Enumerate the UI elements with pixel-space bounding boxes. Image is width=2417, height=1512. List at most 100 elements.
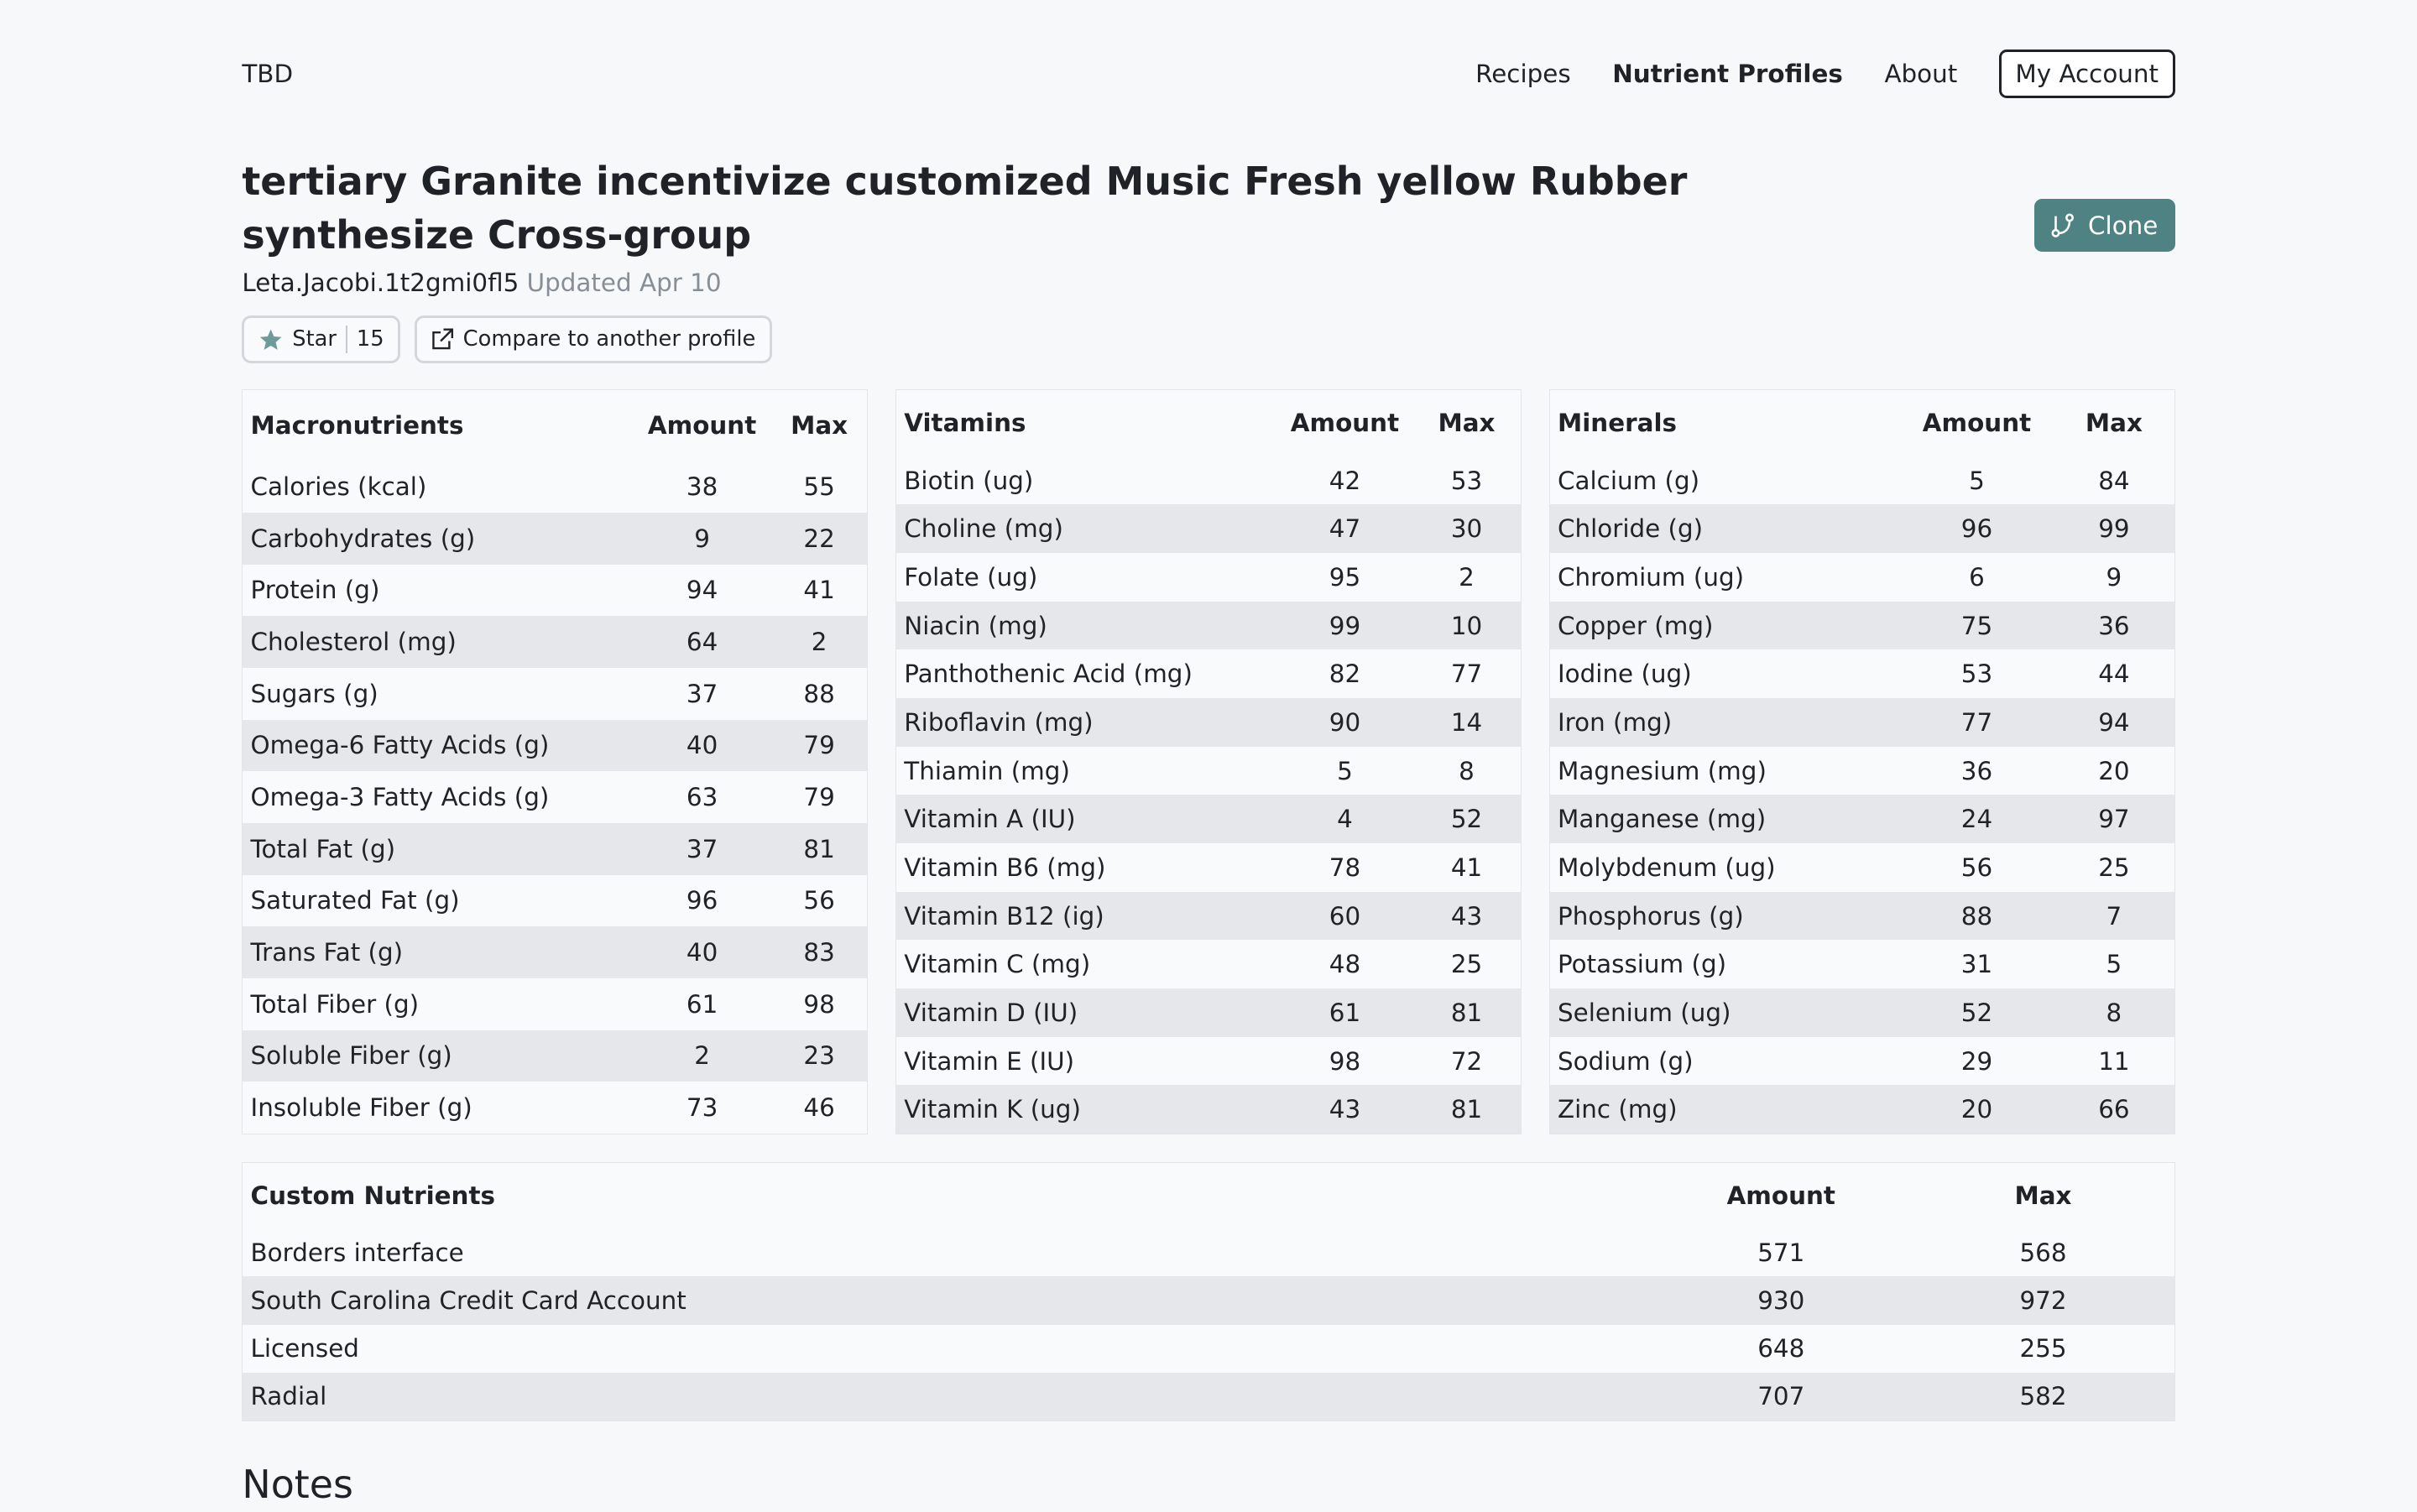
table-row: Chromium (ug) 6 9: [1549, 553, 2174, 602]
amount-cell: 31: [1960, 950, 1993, 979]
amount-cell: 20: [1960, 1094, 1993, 1124]
table-row: Copper (mg) 75 36: [1549, 601, 2175, 650]
max-cell: 36: [2098, 611, 2130, 640]
amount-cell: 63: [686, 783, 718, 812]
amount-cell: 61: [686, 989, 718, 1019]
amount-cell: 53: [1960, 660, 1993, 689]
table-row: Radial 707 582: [242, 1372, 2175, 1421]
nav-nutrient-profiles[interactable]: Nutrient Profiles: [1612, 60, 1843, 89]
nav-about[interactable]: About: [1884, 60, 1958, 89]
max-cell: 8: [1459, 756, 1475, 785]
amount-cell: 82: [1329, 660, 1361, 689]
max-cell: 25: [1450, 950, 1483, 979]
nav-recipes[interactable]: Recipes: [1475, 60, 1571, 89]
table-row: Chloride (g) 96 99: [1549, 504, 2175, 554]
header-row: Custom Nutrients Amount Max: [243, 1162, 2174, 1228]
max-cell: 7: [2106, 901, 2122, 931]
amount-cell: 78: [1329, 852, 1361, 882]
nutrient-name: Vitamin K (ug): [904, 1094, 1081, 1124]
header-row: Vitamins Amount Max: [896, 390, 1522, 456]
amount-cell: 95: [1329, 562, 1361, 592]
column-header: Max: [2014, 1181, 2072, 1210]
nutrient-name: Carbohydrates (g): [250, 524, 476, 553]
max-cell: 14: [1450, 707, 1483, 737]
max-cell: 10: [1450, 611, 1483, 640]
nutrient-name: Potassium (g): [1558, 950, 1727, 979]
header-row: Macronutrients Amount Max: [243, 390, 868, 461]
amount-cell: 40: [686, 938, 718, 967]
divider: [346, 325, 347, 353]
nutrient-name: Insoluble Fiber (g): [250, 1092, 472, 1122]
table-row: Soluble Fiber (g) 2 23: [242, 1030, 868, 1082]
author-link[interactable]: Leta.Jacobi.1t2gmi0fl5: [242, 268, 519, 297]
nutrient-name: Molybdenum (ug): [1558, 852, 1776, 882]
nutrient-name: Iron (mg): [1558, 707, 1673, 737]
nutrient-name: Borders interface: [250, 1238, 464, 1267]
amount-cell: 36: [1960, 756, 1993, 785]
column-header: Minerals: [1558, 409, 1677, 438]
max-cell: 11: [2098, 1046, 2130, 1076]
amount-cell: 48: [1329, 950, 1361, 979]
table-row: Sugars (g) 37 88: [243, 668, 868, 720]
my-account-button[interactable]: My Account: [1998, 49, 2175, 99]
star-button[interactable]: Star 15: [242, 315, 401, 363]
clone-button[interactable]: Clone: [2033, 198, 2175, 253]
amount-cell: 38: [686, 472, 718, 502]
table-row: Niacin (mg) 99 10: [895, 601, 1522, 650]
nutrient-name: Choline (mg): [904, 514, 1063, 544]
amount-cell: 64: [686, 628, 718, 657]
nutrient-name: Vitamin C (mg): [904, 950, 1091, 979]
nutrient-name: Cholesterol (mg): [250, 628, 457, 657]
table-row: Trans Fat (g) 40 83: [242, 926, 868, 978]
amount-cell: 75: [1960, 611, 1993, 640]
table-row: Omega-6 Fatty Acids (g) 40 79: [242, 719, 868, 772]
nutrient-name: Vitamin E (IU): [904, 1046, 1075, 1076]
macronutrients-table: Macronutrients Amount Max Calories (kcal) 38…: [242, 389, 869, 1134]
profile-meta: Leta.Jacobi.1t2gmi0fl5 Updated Apr 10: [242, 269, 2174, 297]
amount-cell: 56: [1960, 852, 1993, 882]
amount-cell: 96: [686, 886, 718, 915]
max-cell: 25: [2098, 852, 2130, 882]
max-cell: 22: [803, 524, 835, 553]
amount-cell: 9: [694, 524, 710, 553]
table-row: Protein (g) 94 41: [243, 565, 868, 617]
table-row: Borders interface 571 568: [243, 1228, 2174, 1276]
table-row: Vitamin K (ug) 43 81: [895, 1085, 1522, 1134]
table-row: Calories (kcal) 38 55: [243, 461, 868, 513]
nutrient-name: Chloride (g): [1558, 514, 1704, 544]
amount-cell: 98: [1329, 1046, 1361, 1076]
max-cell: 43: [1450, 901, 1483, 931]
nutrient-name: Vitamin A (IU): [904, 805, 1076, 834]
page-title: tertiary Granite incentivize customized …: [242, 158, 1688, 258]
column-header: Max: [1438, 409, 1496, 438]
table-row: Potassium (g) 31 5: [1549, 940, 2174, 988]
amount-cell: 40: [686, 731, 718, 760]
max-cell: 255: [2019, 1334, 2067, 1363]
compare-button[interactable]: Compare to another profile: [414, 315, 772, 363]
amount-cell: 42: [1329, 466, 1361, 495]
brand-link[interactable]: TBD: [242, 60, 294, 89]
max-cell: 53: [1450, 466, 1483, 495]
column-header: Vitamins: [904, 409, 1026, 438]
column-header: Max: [791, 411, 848, 441]
nutrient-name: Magnesium (mg): [1558, 756, 1767, 785]
table-row: Vitamin B12 (ig) 60 43: [895, 891, 1522, 941]
max-cell: 88: [803, 679, 835, 708]
column-header: Max: [2085, 409, 2143, 438]
nutrient-name: Manganese (mg): [1558, 805, 1767, 834]
max-cell: 99: [2098, 514, 2130, 544]
table-row: Insoluble Fiber (g) 73 46: [243, 1082, 868, 1134]
amount-cell: 648: [1757, 1334, 1805, 1363]
amount-cell: 96: [1960, 514, 1993, 544]
table-row: Licensed 648 255: [243, 1325, 2174, 1373]
nutrient-name: Zinc (mg): [1558, 1094, 1678, 1124]
nutrient-name: Calcium (g): [1558, 466, 1700, 495]
table-row: Molybdenum (ug) 56 25: [1549, 843, 2174, 892]
table-row: Saturated Fat (g) 96 56: [243, 875, 868, 927]
table-row: Zinc (mg) 20 66: [1549, 1085, 2175, 1134]
amount-cell: 88: [1960, 901, 1993, 931]
table-row: Vitamin E (IU) 98 72: [896, 1037, 1522, 1086]
max-cell: 41: [803, 576, 835, 605]
amount-cell: 60: [1329, 901, 1361, 931]
table-row: Total Fiber (g) 61 98: [243, 978, 868, 1030]
